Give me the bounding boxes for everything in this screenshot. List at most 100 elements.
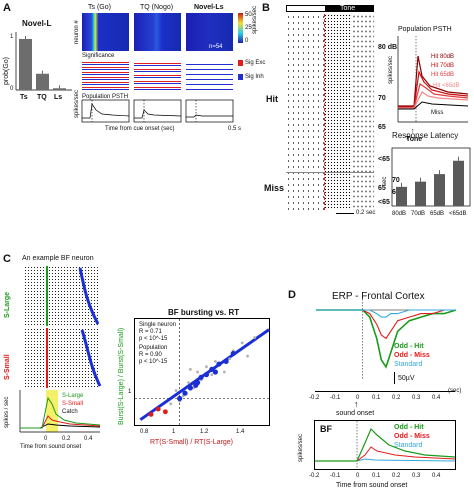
scatter-point — [209, 366, 215, 372]
panel-c-xtick-02: 0.2 — [62, 436, 71, 442]
panel-c-psth — [19, 390, 101, 433]
erp-title: ERP - Frontal Cortex — [332, 291, 425, 302]
scatter-xtick-14: 1.4 — [236, 429, 245, 435]
scatter-point — [222, 370, 226, 374]
sig-exc-swatch — [238, 60, 243, 66]
stat-single: Single neuron — [139, 322, 177, 328]
bf-xtick-6: 0.4 — [432, 473, 441, 479]
heatmap-tq — [134, 13, 181, 51]
bf-frame — [314, 420, 456, 470]
bf-label: BF — [320, 424, 332, 434]
prob-go-bar-ts — [19, 38, 32, 90]
colorbar-tick-0: 0 — [245, 38, 249, 44]
panel-c-xtick-04: 0.4 — [84, 436, 93, 442]
erp-xtick-6: 0.4 — [432, 395, 441, 401]
panel-a-cat-tq: TQ — [37, 94, 47, 101]
panel-a-xlabel: Time from cue onset (sec) — [105, 126, 175, 132]
erp-xunit: (sec) — [448, 388, 462, 394]
bf-xlabel: Time from sound onset — [336, 482, 408, 489]
bf-xtick-3: 0.1 — [372, 473, 381, 479]
scatter-xtick-12: 1.2 — [200, 429, 209, 435]
raster-post — [352, 14, 374, 210]
psth-legend-lt65: Hit <65dB — [433, 83, 460, 89]
sound-onset-label: sound onset — [336, 410, 375, 417]
erp-legend-standard: Standard — [394, 361, 423, 368]
panel-b-psth-ylabel: spikes/sec — [388, 55, 394, 84]
stat-single-p: p < 10^-15 — [139, 336, 168, 342]
erp-chart — [316, 296, 457, 380]
latency-title: Response Latency — [392, 131, 459, 140]
panel-b-psth-title: Population PSTH — [398, 26, 452, 33]
significance-ts — [82, 60, 129, 90]
panel-a-scalebar: 0.5 s — [228, 126, 242, 132]
erp-xtick-5: 0.3 — [412, 395, 421, 401]
bf-legend-hit: Odd - Hit — [394, 424, 424, 431]
psth-legend-65: Hit 65dB — [431, 72, 455, 78]
scatter-point — [174, 389, 178, 392]
miss-label: Miss — [264, 183, 285, 193]
erp-scale-label: 50µV — [398, 375, 415, 382]
scatter-point — [177, 395, 183, 402]
row-label-psth: Population PSTH — [82, 94, 129, 100]
scatter-xtick-1: 1 — [172, 429, 176, 435]
tone-bar — [326, 5, 374, 12]
scatter-point — [194, 380, 201, 386]
miss-level-65: 65 — [378, 185, 386, 192]
level-70: 70 — [378, 95, 386, 102]
bf-legend-miss: Odd - Miss — [394, 433, 430, 440]
psth-arrow-icon: ↑ — [411, 128, 415, 135]
col-title-novel: Novel-Ls — [194, 4, 224, 11]
panel-a-cat-ls: Ls — [54, 94, 63, 101]
panel-a-title: Novel-L — [22, 19, 52, 28]
erp-legend-hit: Odd - Hit — [394, 343, 424, 350]
panel-c-xtick-0: 0 — [44, 436, 48, 442]
stat-single-r: R = 0.71 — [139, 329, 162, 335]
prob-go-bar-chart — [15, 32, 72, 91]
tone-onset-line — [324, 14, 326, 210]
scatter-title: BF bursting vs. RT — [168, 308, 240, 317]
panel-a-cat-ts: Ts — [20, 94, 28, 101]
psth-legend-catch: Catch — [62, 409, 78, 415]
row-label-s-large: S-Large — [4, 291, 11, 318]
prob-go-bar-ls — [53, 88, 66, 90]
onset-line-s-large — [46, 266, 48, 326]
heatmap-ts — [82, 13, 129, 51]
latency-bar-0 — [396, 186, 407, 206]
scatter-point — [228, 357, 232, 361]
rt-scatter-plot — [135, 319, 270, 425]
panel-label-d: D — [288, 289, 296, 301]
panel-a-ytick-0: 0 — [10, 86, 14, 92]
hit-miss-divider — [286, 172, 374, 173]
colorbar-tick-50: 50 — [245, 12, 252, 18]
panel-a-ytick-1: 1 — [10, 34, 14, 40]
scatter-point — [214, 360, 217, 363]
psth-legend-miss: Miss — [431, 110, 444, 116]
scatter-point — [196, 370, 199, 374]
rt-curves — [78, 267, 102, 387]
prob-go-bar-tq — [36, 73, 49, 90]
scatter-point — [205, 365, 208, 369]
raster-s-small — [24, 328, 100, 388]
significance-tq — [134, 60, 181, 90]
scatter-xtick-08: 0.8 — [140, 429, 149, 435]
scatter-point — [187, 381, 190, 384]
erp-xtick-2: 0 — [356, 395, 360, 401]
miss-level-65b: 65 — [392, 189, 400, 196]
level-65: 65 — [378, 124, 386, 131]
row-label-neuron: neuron # — [74, 20, 80, 44]
scatter-ylabel: Burst(S-Large) / Burst(S-Small) — [118, 327, 125, 425]
erp-xtick-4: 0.2 — [392, 395, 401, 401]
scatter-point — [253, 336, 257, 339]
pre-tone-bar — [286, 5, 326, 12]
erp-xaxis — [315, 391, 455, 392]
panel-label-b: B — [262, 2, 270, 14]
colorbar-label: spikes/sec — [252, 5, 258, 34]
psth-legend-70: Hit 70dB — [431, 63, 455, 69]
erp-xtick-3: 0.1 — [372, 395, 381, 401]
panel-label-c: C — [3, 253, 11, 265]
psth-legend-s-large: S-Large — [62, 393, 84, 399]
scatter-point — [162, 409, 168, 415]
heatmap-novel — [186, 13, 233, 51]
scatter-point — [216, 361, 222, 367]
scatter-frame — [134, 318, 270, 426]
